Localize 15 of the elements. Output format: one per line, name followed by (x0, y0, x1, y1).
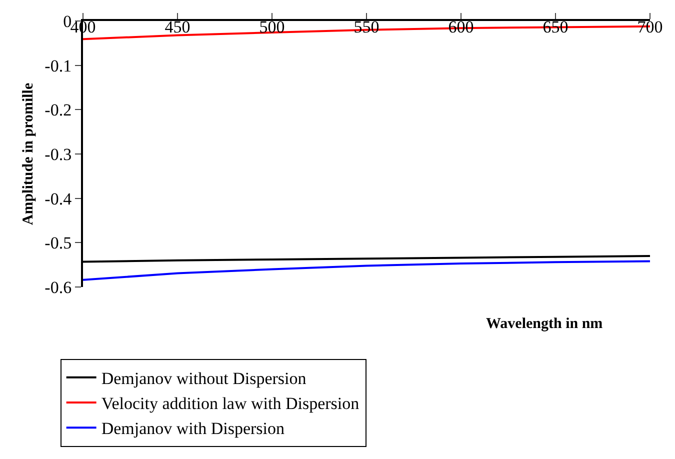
y-tick-label: -0.4 (44, 189, 72, 208)
y-tick-label: -0.3 (44, 144, 72, 164)
legend-label: Demjanov with Dispersion (101, 419, 286, 438)
y-tick-label: -0.2 (44, 100, 72, 120)
y-tick-label: -0.5 (44, 234, 72, 253)
line-series (83, 260, 650, 281)
legend-label: Demjanov without Dispersion (101, 369, 307, 388)
y-tick-label: -0.6 (44, 278, 72, 297)
y-tick-label: -0.1 (44, 56, 72, 76)
legend-label: Velocity addition law with Dispersion (101, 394, 360, 414)
y-axis-title: Amplitude in promille (20, 82, 36, 226)
x-tick-label: 700 (637, 18, 663, 36)
y-tick-label: 0 (63, 12, 72, 31)
x-tick-label: 450 (164, 18, 190, 36)
x-axis-title: Wavelength in nm (486, 316, 604, 332)
